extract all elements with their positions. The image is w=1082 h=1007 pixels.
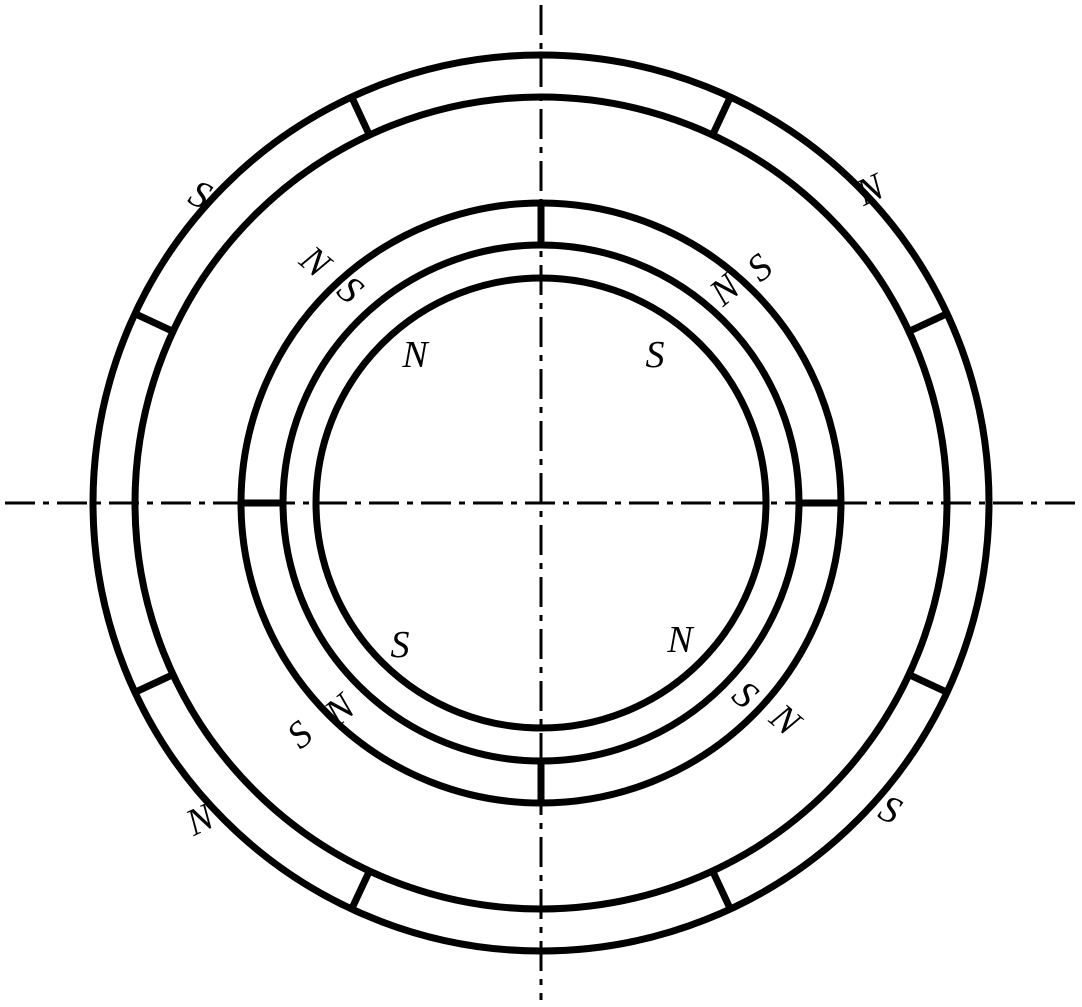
outer-segment-divider xyxy=(135,314,173,332)
magnetic-diagram xyxy=(0,0,1082,1007)
pole-label-inner: S xyxy=(391,623,410,667)
pole-label-inner: S xyxy=(646,333,665,377)
outer-segment-divider xyxy=(909,314,947,332)
outer-segment-divider xyxy=(713,871,731,909)
outer-segment-divider xyxy=(352,871,370,909)
outer-segment-divider xyxy=(713,97,731,135)
outer-segment-divider xyxy=(909,675,947,693)
pole-label-inner: N xyxy=(667,618,692,662)
pole-label-inner: N xyxy=(402,333,427,377)
outer-segment-divider xyxy=(352,97,370,135)
outer-segment-divider xyxy=(135,675,173,693)
